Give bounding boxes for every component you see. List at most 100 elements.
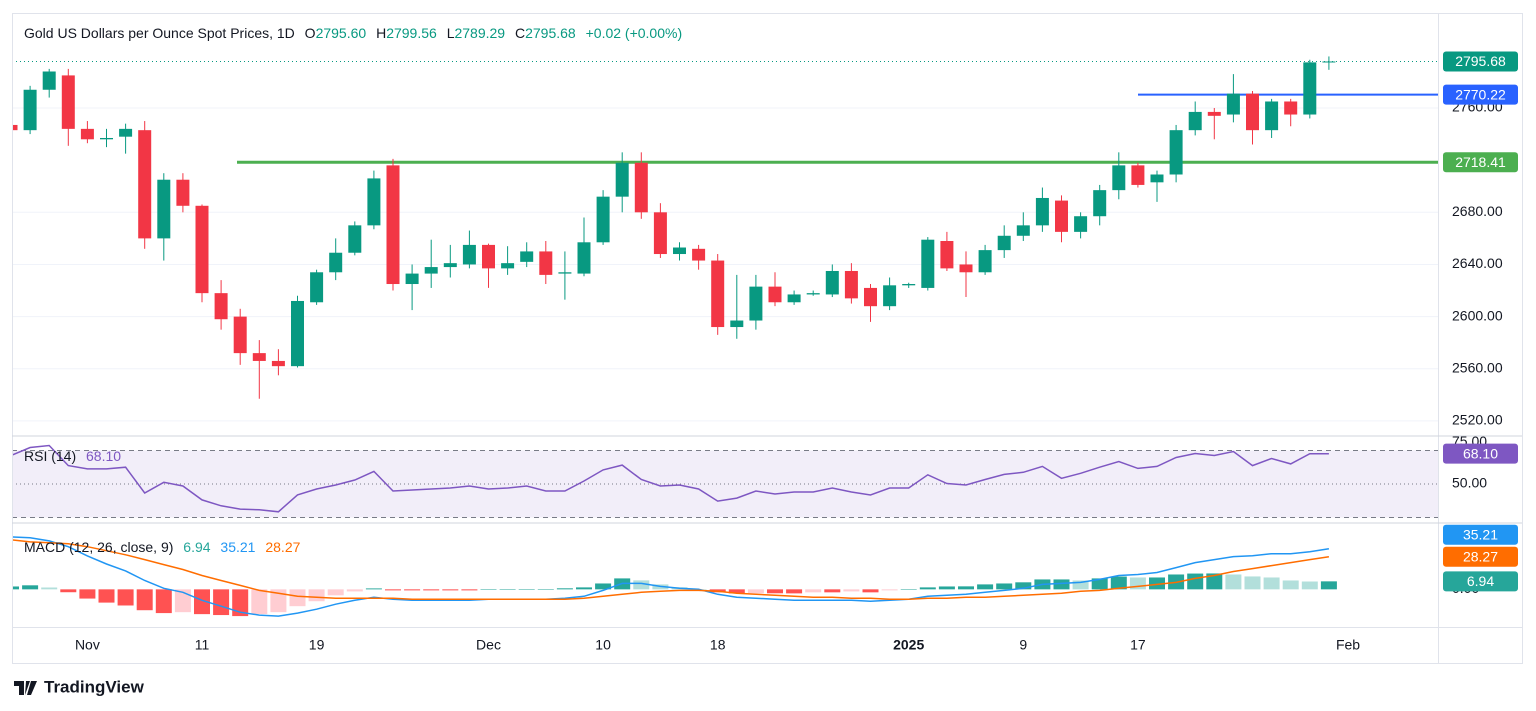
- x-tick-label: 10: [595, 637, 611, 653]
- macd-pane: [13, 536, 1337, 617]
- macd-histogram-bar: [270, 589, 287, 613]
- x-tick-label: Nov: [75, 637, 100, 653]
- macd-histogram-bar: [22, 585, 39, 590]
- candle-body: [1226, 93, 1240, 115]
- macd-histogram-bar: [881, 589, 898, 591]
- x-tick-label: 2025: [893, 637, 924, 653]
- macd-hist-value: 6.94: [183, 539, 210, 555]
- macd-histogram-bar: [537, 589, 554, 590]
- candle-body: [844, 270, 858, 299]
- candle-body: [577, 242, 591, 274]
- candle-body: [386, 165, 400, 285]
- macd-histogram-bar: [13, 586, 19, 590]
- macd-histogram-bar: [308, 589, 325, 602]
- candle-body: [195, 205, 209, 294]
- macd-histogram-bar: [1015, 582, 1032, 590]
- macd-histogram-bar: [824, 589, 841, 593]
- x-tick-label: 11: [195, 637, 210, 653]
- macd-histogram-bar: [958, 586, 974, 590]
- candle-body: [730, 320, 744, 328]
- macd-histogram-bar: [1225, 574, 1242, 590]
- x-tick-label: 9: [1019, 637, 1027, 653]
- candle-body: [138, 130, 152, 239]
- candle-body: [119, 128, 133, 137]
- candle-body: [61, 75, 75, 129]
- candle-body: [711, 260, 725, 328]
- candle-body: [634, 162, 648, 213]
- legend-value: 2799.56: [386, 25, 437, 41]
- candle-body: [787, 294, 801, 303]
- legend-key: H: [376, 25, 386, 41]
- candle-body: [100, 137, 113, 140]
- brand-name: TradingView: [44, 677, 145, 696]
- candle-body: [864, 287, 877, 307]
- price-tag-label: 68.10: [1463, 445, 1498, 461]
- candle-body: [462, 244, 476, 265]
- macd-histogram-bar: [595, 583, 612, 590]
- candle-body: [978, 250, 992, 273]
- candle-body: [348, 225, 362, 253]
- x-tick-label: 18: [710, 637, 726, 653]
- macd-histogram-bar: [1091, 578, 1108, 590]
- candle-body: [1265, 101, 1279, 131]
- macd-histogram-bar: [728, 589, 745, 594]
- rsi-header: RSI (14) 68.10: [24, 448, 121, 464]
- macd-histogram-bar: [480, 589, 497, 590]
- macd-histogram-bar: [174, 589, 191, 613]
- rsi-tick-label: 50.00: [1452, 475, 1487, 491]
- candle-body: [1207, 111, 1221, 116]
- candle-body: [520, 251, 534, 262]
- candle-body: [424, 267, 438, 274]
- candle-body: [1055, 200, 1068, 232]
- candle-body: [271, 360, 285, 367]
- macd-histogram-bar: [79, 589, 96, 599]
- macd-histogram-bar: [556, 588, 573, 590]
- candle-body: [959, 264, 973, 273]
- macd-histogram-bar: [98, 589, 115, 603]
- candle-body: [443, 263, 457, 268]
- candle-body: [23, 89, 37, 131]
- macd-histogram-bar: [862, 589, 879, 593]
- candle-body: [252, 353, 266, 361]
- candle-body: [1112, 165, 1126, 191]
- macd-histogram-bar: [251, 589, 268, 615]
- y-tick-label: 2640.00: [1452, 255, 1503, 271]
- candle-body: [214, 293, 228, 320]
- candle-body: [997, 235, 1011, 251]
- macd-histogram-bar: [60, 589, 77, 593]
- candle-body: [749, 286, 763, 321]
- candle-body: [673, 247, 686, 255]
- logo-icon: [14, 681, 37, 695]
- candle-body: [1035, 197, 1049, 226]
- candle-body: [539, 251, 553, 275]
- candle-body: [653, 212, 667, 255]
- macd-histogram-bar: [786, 589, 803, 594]
- legend-value: 2795.60: [316, 25, 367, 41]
- macd-histogram-bar: [499, 589, 516, 590]
- macd-histogram-bar: [996, 583, 1013, 590]
- candle-body: [558, 272, 572, 274]
- legend-value: 2795.68: [525, 25, 576, 41]
- y-tick-label: 2600.00: [1452, 307, 1503, 323]
- macd-histogram-bar: [385, 589, 401, 591]
- macd-histogram-bar: [518, 589, 535, 590]
- macd-histogram-bar: [1282, 580, 1299, 590]
- macd-histogram-bar: [1263, 577, 1280, 590]
- axes: 2520.002560.002600.002640.002680.002760.…: [75, 99, 1503, 653]
- macd-histogram-bar: [1149, 577, 1165, 590]
- legend-value: 2789.29: [454, 25, 505, 41]
- macd-histogram-bar: [461, 589, 478, 591]
- candle-body: [157, 179, 171, 239]
- rsi-value: 68.10: [86, 448, 121, 464]
- candle-body: [80, 128, 94, 140]
- rsi-title: RSI (14): [24, 448, 76, 464]
- macd-histogram-bar: [117, 589, 134, 606]
- legend-key: C: [515, 25, 525, 41]
- macd-histogram-bar: [576, 587, 592, 590]
- macd-histogram-bar: [1072, 580, 1089, 590]
- macd-histogram-bar: [365, 588, 382, 590]
- x-tick-label: 19: [309, 637, 325, 653]
- candle-body: [1016, 225, 1030, 236]
- candle-body: [233, 316, 247, 354]
